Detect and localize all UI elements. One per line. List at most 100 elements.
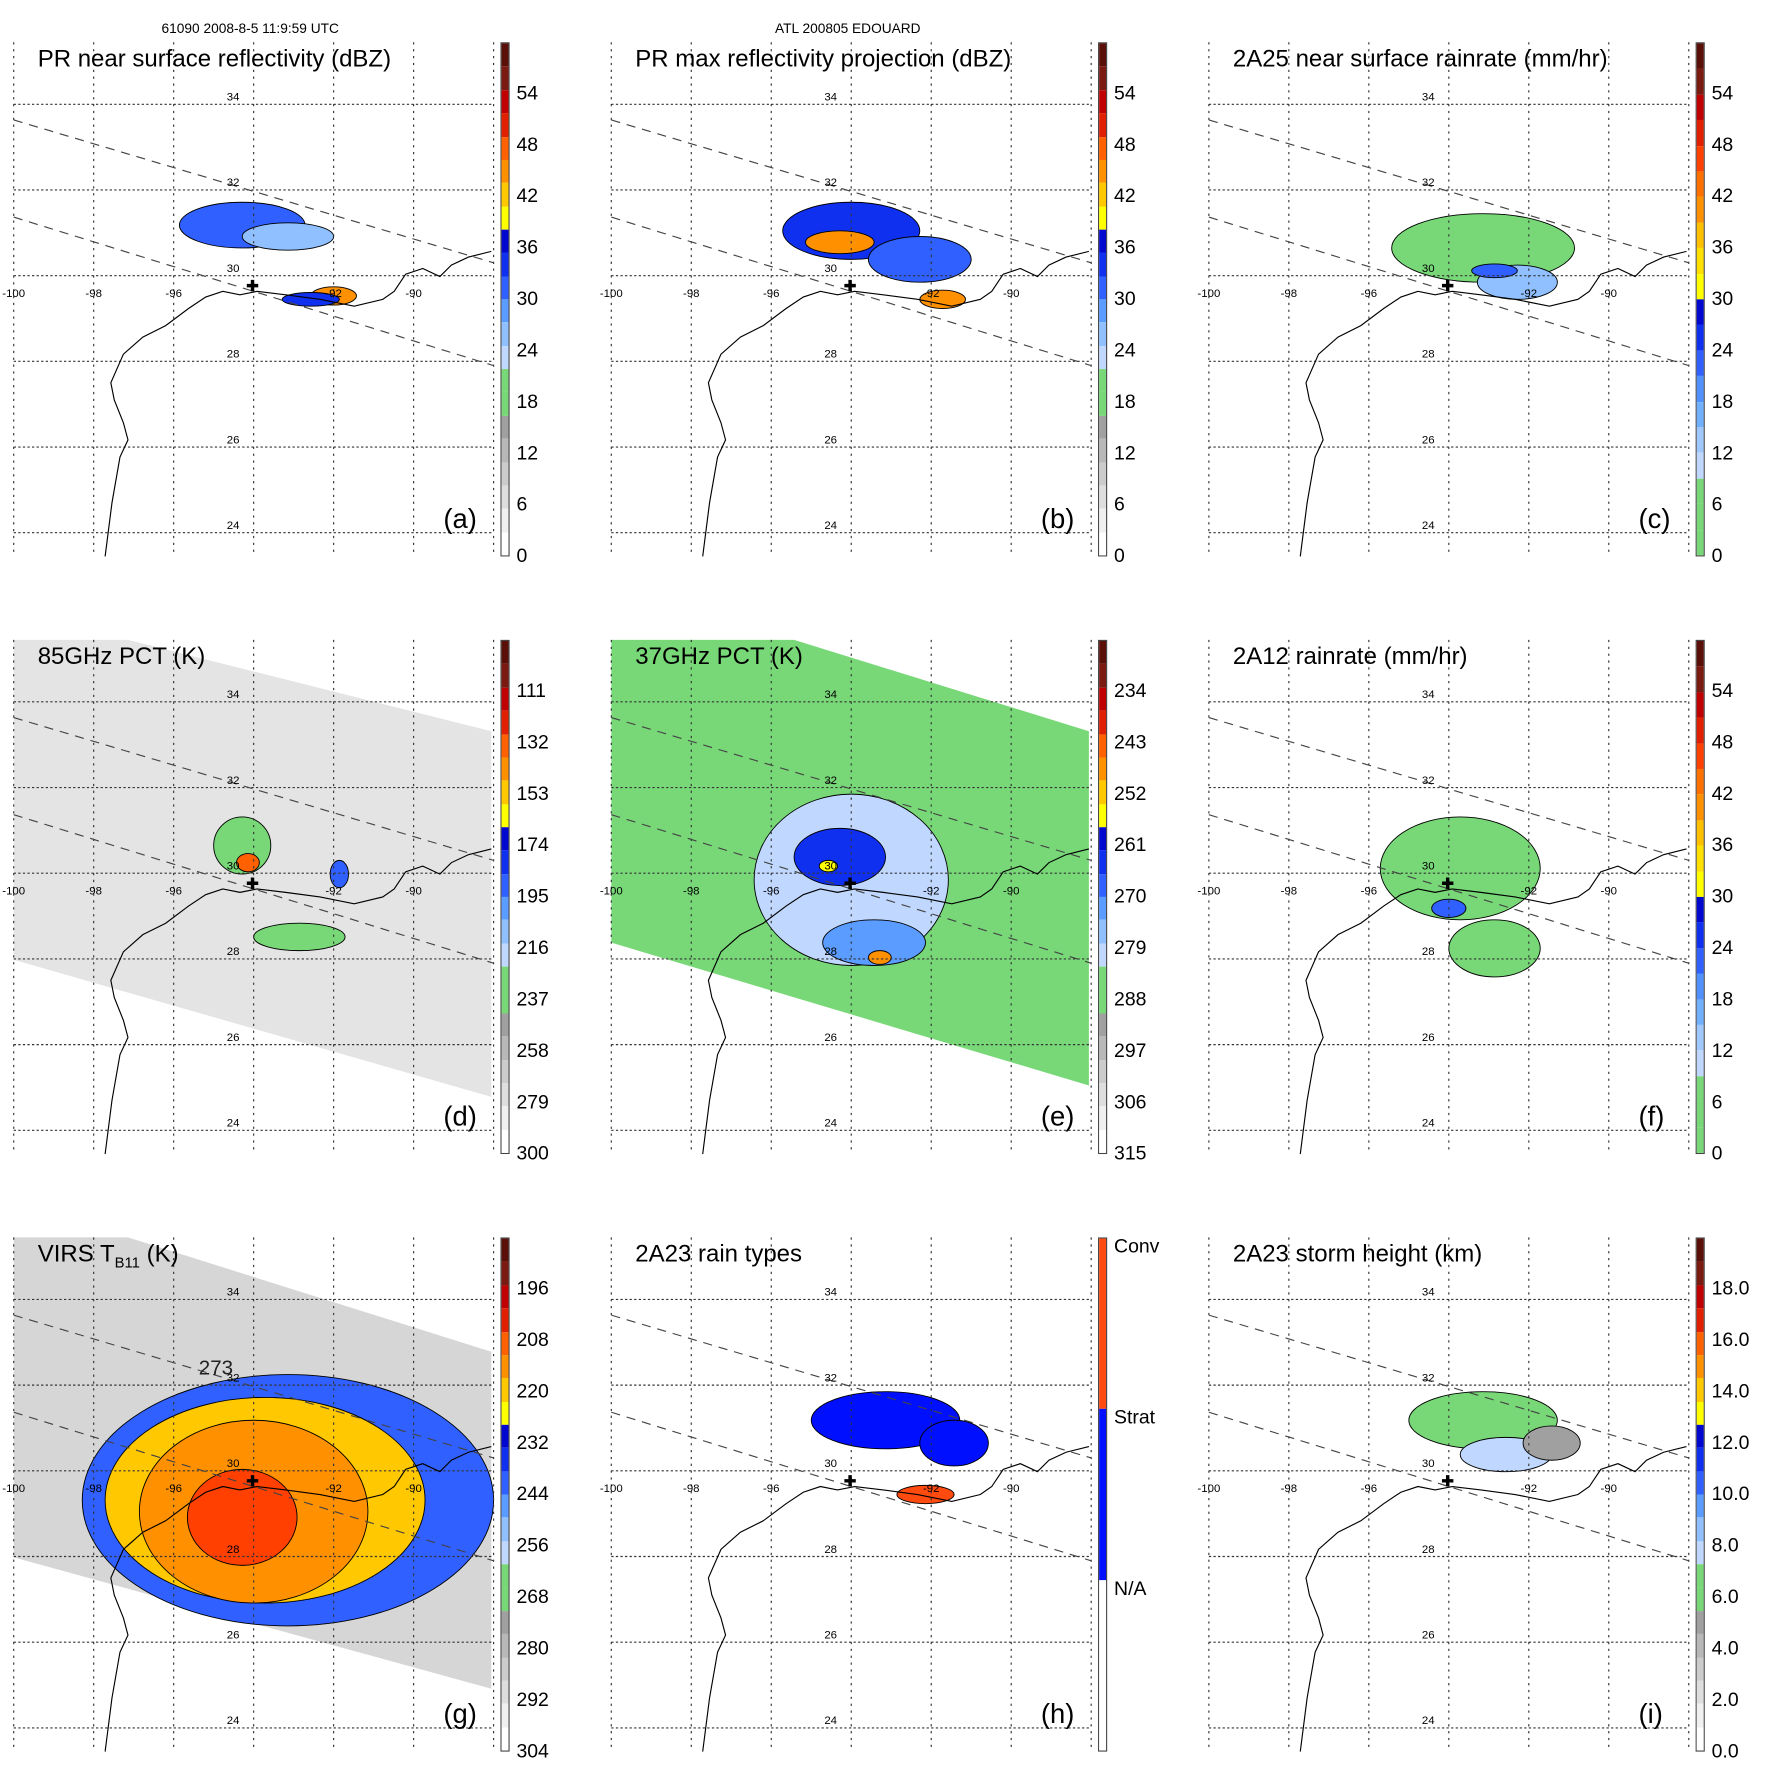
map-plot <box>1208 639 1690 1155</box>
colorbar-segment <box>501 485 509 509</box>
colorbar-tick-label: 18 <box>516 390 539 413</box>
storm-center-cross-icon <box>246 279 259 292</box>
colorbar-segment <box>501 920 509 944</box>
latitude-label: 26 <box>226 1629 240 1643</box>
latitude-label: 28 <box>1421 348 1435 362</box>
colorbar-segment <box>1099 1238 1107 1410</box>
colorbar-segment <box>1696 94 1704 121</box>
colorbar-segment <box>501 641 509 665</box>
colorbar-segment <box>1099 392 1107 416</box>
colorbar-segment <box>501 1238 509 1262</box>
longitude-label: -98 <box>85 885 102 899</box>
coastline <box>104 848 492 1155</box>
colorbar-segment <box>1099 90 1107 114</box>
colorbar-segment <box>1696 692 1704 718</box>
colorbar-segment <box>1099 920 1107 944</box>
longitude-label: -100 <box>1197 1483 1221 1496</box>
panel-title-text: VIRS T <box>37 1240 115 1268</box>
colorbar-segment <box>1696 922 1704 949</box>
colorbar-segment <box>1099 369 1107 393</box>
colorbar-segment <box>501 710 509 735</box>
colorbar-tick-label: 280 <box>516 1637 549 1660</box>
colorbar-tick-label: 48 <box>516 133 539 156</box>
longitude-label: -96 <box>762 885 780 899</box>
colorbar-segment <box>501 438 509 463</box>
colorbar-segment <box>501 415 509 439</box>
precip-feature <box>867 950 892 965</box>
colorbar-tick-label: 315 <box>1114 1142 1147 1165</box>
map-panel-d: 34 32 30 28 26 24 -100 -98 -96 -92 -90 85GHz PCT (K… <box>2 639 551 1177</box>
colorbar-segment <box>1696 717 1704 744</box>
coastline <box>1299 1445 1687 1752</box>
colorbar-segment <box>501 1564 509 1588</box>
longitude-label: -90 <box>405 1483 422 1496</box>
colorbar <box>1695 42 1705 557</box>
longitude-label: -92 <box>325 1483 342 1496</box>
colorbar-tick-label: 16.0 <box>1711 1328 1750 1351</box>
colorbar-tick-label: 297 <box>1114 1039 1147 1062</box>
colorbar-segment <box>1099 1409 1107 1580</box>
colorbar-segment <box>1696 171 1704 197</box>
colorbar-tick-label: 0 <box>1711 1142 1723 1165</box>
panel-letter: (d) <box>443 1101 477 1133</box>
colorbar-segment <box>1696 1657 1704 1681</box>
map-panel-b: 34 32 30 28 26 24 -100 -98 -96 -92 -90 PR max refle… <box>600 42 1148 579</box>
coastline <box>1299 848 1687 1155</box>
colorbar-tick-label: 54 <box>1711 82 1734 104</box>
colorbar-segment <box>501 462 509 486</box>
panel-title-text: 37GHz PCT (K) <box>635 643 803 670</box>
map-plot <box>1208 42 1690 557</box>
colorbar-segment <box>1696 350 1704 377</box>
map-plot <box>610 1237 1092 1752</box>
panel-title-text: PR near surface reflectivity (dBZ) <box>37 45 392 72</box>
colorbar-segment <box>1696 196 1704 223</box>
colorbar-segment <box>1099 1059 1107 1084</box>
colorbar-segment <box>1099 66 1107 91</box>
panel-title: 2A23 storm height (km) <box>1233 1241 1482 1268</box>
latitude-label: 32 <box>226 177 240 190</box>
colorbar-segment <box>501 1680 509 1704</box>
precip-feature <box>236 853 260 873</box>
colorbar-segment <box>1696 1076 1704 1102</box>
colorbar-segment <box>501 1331 509 1355</box>
colorbar-segment <box>1099 966 1107 991</box>
colorbar-segment <box>501 322 509 346</box>
latitude-label: 32 <box>226 774 240 788</box>
colorbar-segment <box>501 392 509 416</box>
colorbar-segment <box>501 757 509 781</box>
longitude-label: -92 <box>1520 287 1538 301</box>
colorbar-tick-label: 42 <box>516 185 539 207</box>
colorbar-segment <box>501 803 509 828</box>
latitude-label: 28 <box>226 348 240 362</box>
coastline <box>104 1445 492 1752</box>
colorbar-tick-label: 6 <box>1711 493 1723 516</box>
colorbar-tick-label: 300 <box>516 1142 549 1165</box>
colorbar-segment <box>1099 462 1107 486</box>
colorbar-tick-label: 6 <box>516 493 528 516</box>
colorbar-tick-label: 36 <box>1114 236 1136 259</box>
colorbar-tick-label: 153 <box>516 782 549 805</box>
colorbar-tick-label: 288 <box>1114 988 1147 1011</box>
panel-letter: (g) <box>443 1699 477 1730</box>
swath-edge-line <box>1208 1314 1689 1459</box>
longitude-label: -92 <box>1520 885 1538 899</box>
colorbar-segment <box>1696 1727 1704 1751</box>
map-panel-h: 34 32 30 28 26 24 -100 -98 -96 -92 -90 2A23 rain ty… <box>600 1235 1159 1774</box>
longitude-label: -90 <box>405 885 422 899</box>
colorbar-segment <box>1696 871 1704 897</box>
coastline <box>702 1445 1090 1752</box>
panel-title-text: 2A25 near surface rainrate (mm/hr) <box>1232 45 1608 72</box>
precip-feature <box>1471 263 1518 279</box>
colorbar-segment <box>501 1261 509 1286</box>
latitude-label: 34 <box>1421 91 1435 105</box>
colorbar-tick-label: 6 <box>1711 1091 1723 1113</box>
latitude-label: 28 <box>824 946 838 959</box>
colorbar-tick-label: 208 <box>516 1328 549 1351</box>
storm-center-cross-icon <box>246 1475 259 1487</box>
colorbar-segment <box>1696 1285 1704 1309</box>
latitude-label: 24 <box>824 1715 838 1728</box>
longitude-label: -92 <box>1520 1483 1538 1496</box>
latitude-label: 30 <box>226 1458 240 1471</box>
colorbar-segment <box>1099 873 1107 897</box>
